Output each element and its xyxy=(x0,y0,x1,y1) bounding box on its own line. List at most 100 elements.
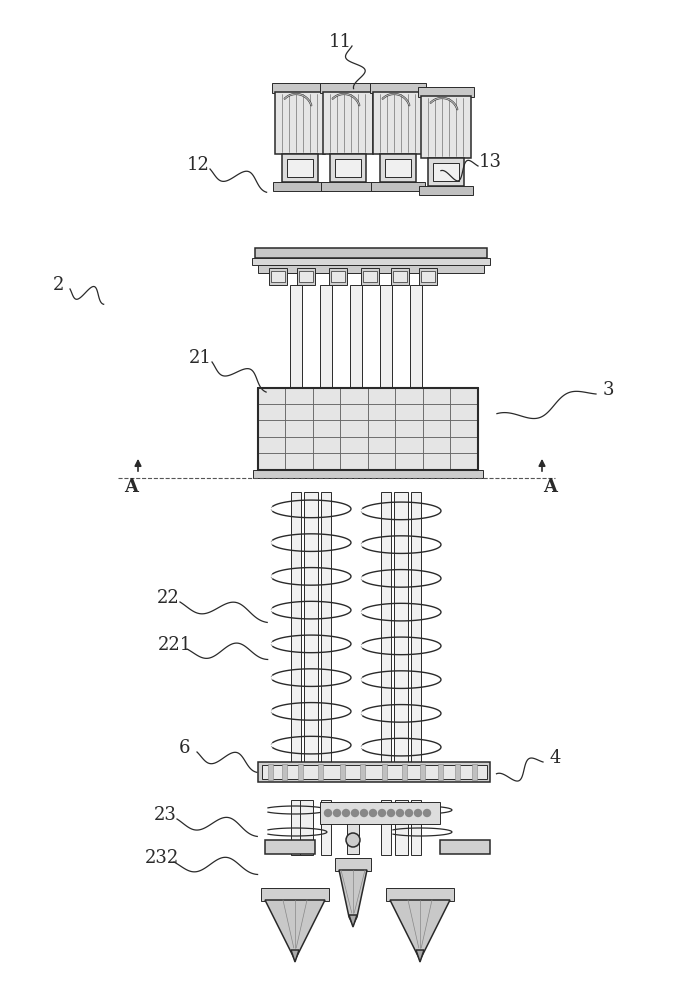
Bar xyxy=(438,764,443,780)
Bar xyxy=(428,158,464,186)
Bar xyxy=(252,258,490,265)
Text: A: A xyxy=(124,478,138,496)
Bar xyxy=(318,764,323,780)
Text: 21: 21 xyxy=(188,349,211,367)
Circle shape xyxy=(369,810,377,816)
Bar xyxy=(410,285,422,418)
Bar xyxy=(380,285,392,418)
Bar xyxy=(273,182,327,191)
Bar xyxy=(272,83,328,93)
Circle shape xyxy=(343,810,350,816)
Text: 4: 4 xyxy=(549,749,561,767)
Bar xyxy=(419,268,437,285)
Bar xyxy=(282,154,318,182)
Circle shape xyxy=(424,810,430,816)
Bar xyxy=(394,492,408,762)
Polygon shape xyxy=(390,900,450,960)
Bar xyxy=(320,83,376,93)
Bar xyxy=(391,268,409,285)
Bar xyxy=(402,764,407,780)
Bar xyxy=(419,186,473,195)
Bar xyxy=(255,248,487,258)
Bar xyxy=(321,492,331,762)
Bar xyxy=(350,285,362,418)
Text: 11: 11 xyxy=(328,33,352,51)
Circle shape xyxy=(388,810,394,816)
Bar xyxy=(261,888,329,901)
Bar xyxy=(299,271,313,282)
Bar xyxy=(253,470,483,478)
Bar xyxy=(282,764,287,780)
Bar xyxy=(371,182,425,191)
Bar xyxy=(329,268,347,285)
Bar xyxy=(265,840,315,854)
Bar xyxy=(321,800,331,855)
Bar xyxy=(421,271,435,282)
Bar xyxy=(360,764,365,780)
Bar xyxy=(300,800,313,855)
Bar xyxy=(421,96,471,158)
Bar xyxy=(275,92,325,154)
Bar xyxy=(291,492,301,762)
Polygon shape xyxy=(416,950,424,962)
Bar xyxy=(340,764,345,780)
Circle shape xyxy=(352,810,358,816)
Polygon shape xyxy=(339,870,367,925)
Bar xyxy=(321,182,375,191)
Bar xyxy=(271,271,285,282)
Bar xyxy=(455,764,460,780)
Bar xyxy=(363,271,377,282)
Bar xyxy=(347,822,359,854)
Bar xyxy=(320,285,332,418)
Bar xyxy=(381,800,391,855)
Bar xyxy=(323,92,373,154)
Text: 221: 221 xyxy=(158,636,192,654)
Bar xyxy=(268,764,273,780)
Text: 6: 6 xyxy=(180,739,191,757)
Bar xyxy=(304,492,318,762)
Bar xyxy=(287,159,313,177)
Bar xyxy=(411,800,421,855)
Circle shape xyxy=(333,810,341,816)
Bar xyxy=(385,159,411,177)
Bar xyxy=(361,268,379,285)
Circle shape xyxy=(324,810,332,816)
Circle shape xyxy=(405,810,413,816)
Polygon shape xyxy=(349,915,357,927)
Bar xyxy=(440,840,490,854)
Polygon shape xyxy=(265,900,325,960)
Text: 3: 3 xyxy=(602,381,614,399)
Bar xyxy=(370,83,426,93)
Bar xyxy=(297,268,315,285)
Bar xyxy=(335,858,371,871)
Bar xyxy=(418,87,474,97)
Bar xyxy=(472,764,477,780)
Bar xyxy=(335,159,361,177)
Text: 232: 232 xyxy=(145,849,179,867)
Bar xyxy=(258,265,484,273)
Circle shape xyxy=(396,810,403,816)
Bar xyxy=(269,268,287,285)
Bar xyxy=(262,765,487,779)
Bar xyxy=(291,800,301,855)
Text: 22: 22 xyxy=(156,589,180,607)
Circle shape xyxy=(360,810,367,816)
Bar xyxy=(258,762,490,782)
Text: 2: 2 xyxy=(52,276,64,294)
Bar xyxy=(380,154,416,182)
Text: 23: 23 xyxy=(154,806,176,824)
Circle shape xyxy=(379,810,386,816)
Bar xyxy=(386,888,454,901)
Bar xyxy=(373,92,423,154)
Text: A: A xyxy=(543,478,557,496)
Bar xyxy=(298,764,303,780)
Bar xyxy=(331,271,345,282)
Bar xyxy=(381,492,391,762)
Polygon shape xyxy=(291,950,299,962)
Circle shape xyxy=(346,833,360,847)
Text: 12: 12 xyxy=(186,156,209,174)
Bar xyxy=(258,388,478,470)
Bar xyxy=(395,800,408,855)
Circle shape xyxy=(415,810,422,816)
Bar xyxy=(290,285,302,418)
